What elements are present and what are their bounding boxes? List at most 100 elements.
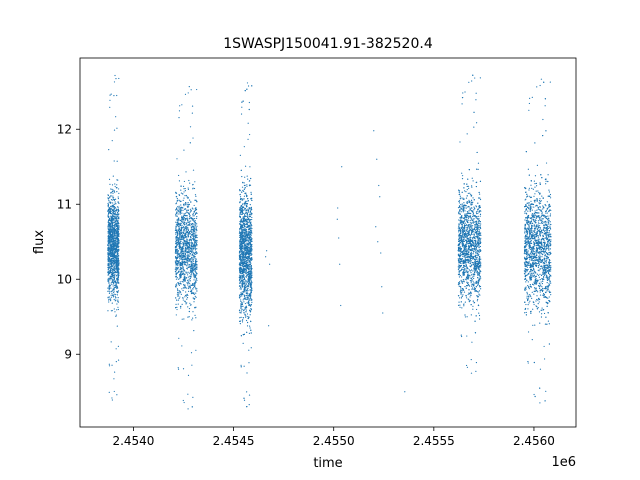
data-point bbox=[242, 293, 244, 296]
data-point bbox=[110, 282, 112, 284]
data-point bbox=[192, 137, 194, 139]
data-point bbox=[191, 219, 194, 221]
data-point bbox=[190, 210, 192, 212]
data-point bbox=[109, 244, 111, 247]
data-point bbox=[117, 266, 119, 268]
data-point bbox=[245, 311, 247, 313]
data-point bbox=[107, 198, 109, 200]
data-point bbox=[239, 284, 241, 287]
data-point bbox=[194, 223, 196, 225]
data-point bbox=[186, 227, 188, 229]
data-point bbox=[249, 309, 251, 311]
data-point bbox=[242, 182, 244, 184]
data-point bbox=[186, 255, 188, 257]
data-point bbox=[111, 239, 113, 242]
data-point bbox=[194, 229, 196, 231]
data-point bbox=[247, 268, 249, 270]
data-point bbox=[175, 297, 177, 299]
data-point bbox=[177, 243, 179, 245]
data-point bbox=[186, 224, 188, 226]
data-point bbox=[250, 229, 252, 232]
data-point bbox=[239, 251, 241, 253]
data-point bbox=[195, 199, 197, 201]
data-point bbox=[244, 208, 246, 210]
data-point bbox=[117, 297, 119, 299]
data-point bbox=[108, 210, 110, 212]
data-point bbox=[111, 225, 113, 227]
data-point bbox=[108, 287, 110, 289]
data-point bbox=[108, 246, 110, 248]
data-point bbox=[193, 277, 195, 279]
data-point bbox=[192, 229, 194, 231]
data-point bbox=[246, 243, 249, 245]
data-point bbox=[242, 236, 244, 238]
data-point bbox=[239, 201, 241, 203]
data-point bbox=[175, 221, 177, 223]
data-point bbox=[109, 201, 111, 203]
data-point bbox=[246, 295, 248, 297]
data-point bbox=[250, 231, 252, 234]
data-point bbox=[116, 222, 118, 224]
data-point bbox=[185, 215, 187, 217]
data-point bbox=[250, 309, 253, 311]
data-point bbox=[248, 293, 251, 295]
data-point bbox=[112, 229, 114, 231]
data-point bbox=[189, 277, 191, 280]
data-point bbox=[110, 255, 112, 257]
data-point bbox=[246, 184, 248, 186]
data-point bbox=[110, 248, 112, 250]
data-point bbox=[108, 292, 111, 294]
data-point bbox=[191, 290, 193, 292]
data-point bbox=[193, 330, 195, 332]
data-point bbox=[189, 290, 192, 293]
data-point bbox=[241, 308, 243, 310]
data-point bbox=[114, 268, 116, 270]
data-point bbox=[189, 142, 191, 144]
data-point bbox=[248, 244, 250, 246]
data-point bbox=[192, 284, 194, 287]
data-point bbox=[109, 279, 111, 281]
data-point bbox=[118, 216, 120, 218]
data-point bbox=[177, 239, 179, 242]
data-point bbox=[191, 226, 193, 229]
data-point bbox=[251, 218, 253, 221]
data-point bbox=[113, 263, 115, 265]
data-point bbox=[248, 214, 251, 216]
data-point bbox=[239, 232, 241, 234]
data-point bbox=[243, 262, 245, 265]
data-point bbox=[242, 264, 244, 266]
data-point bbox=[246, 82, 249, 84]
data-point bbox=[108, 149, 110, 151]
data-point bbox=[179, 238, 181, 240]
data-point bbox=[250, 285, 252, 287]
data-point bbox=[243, 365, 245, 367]
data-point bbox=[114, 238, 116, 240]
data-point bbox=[183, 188, 185, 190]
data-point bbox=[109, 269, 111, 271]
data-point bbox=[192, 250, 194, 252]
data-point bbox=[175, 225, 177, 228]
data-point bbox=[176, 277, 178, 279]
data-point bbox=[116, 225, 118, 227]
data-point bbox=[245, 243, 248, 245]
data-point bbox=[245, 235, 247, 237]
data-point bbox=[117, 275, 119, 277]
data-point bbox=[117, 179, 119, 181]
data-point bbox=[112, 240, 114, 242]
data-point bbox=[247, 218, 249, 220]
data-point bbox=[187, 306, 189, 308]
data-point bbox=[248, 299, 251, 301]
data-point bbox=[238, 209, 241, 211]
data-point bbox=[188, 86, 190, 88]
data-point bbox=[181, 288, 183, 290]
data-point bbox=[118, 239, 120, 241]
data-point bbox=[238, 267, 241, 269]
data-point bbox=[239, 278, 241, 281]
data-point bbox=[243, 188, 246, 190]
data-point bbox=[190, 228, 192, 230]
data-point bbox=[114, 284, 116, 286]
data-point bbox=[250, 307, 252, 310]
data-point bbox=[241, 270, 243, 273]
data-point bbox=[179, 105, 181, 107]
